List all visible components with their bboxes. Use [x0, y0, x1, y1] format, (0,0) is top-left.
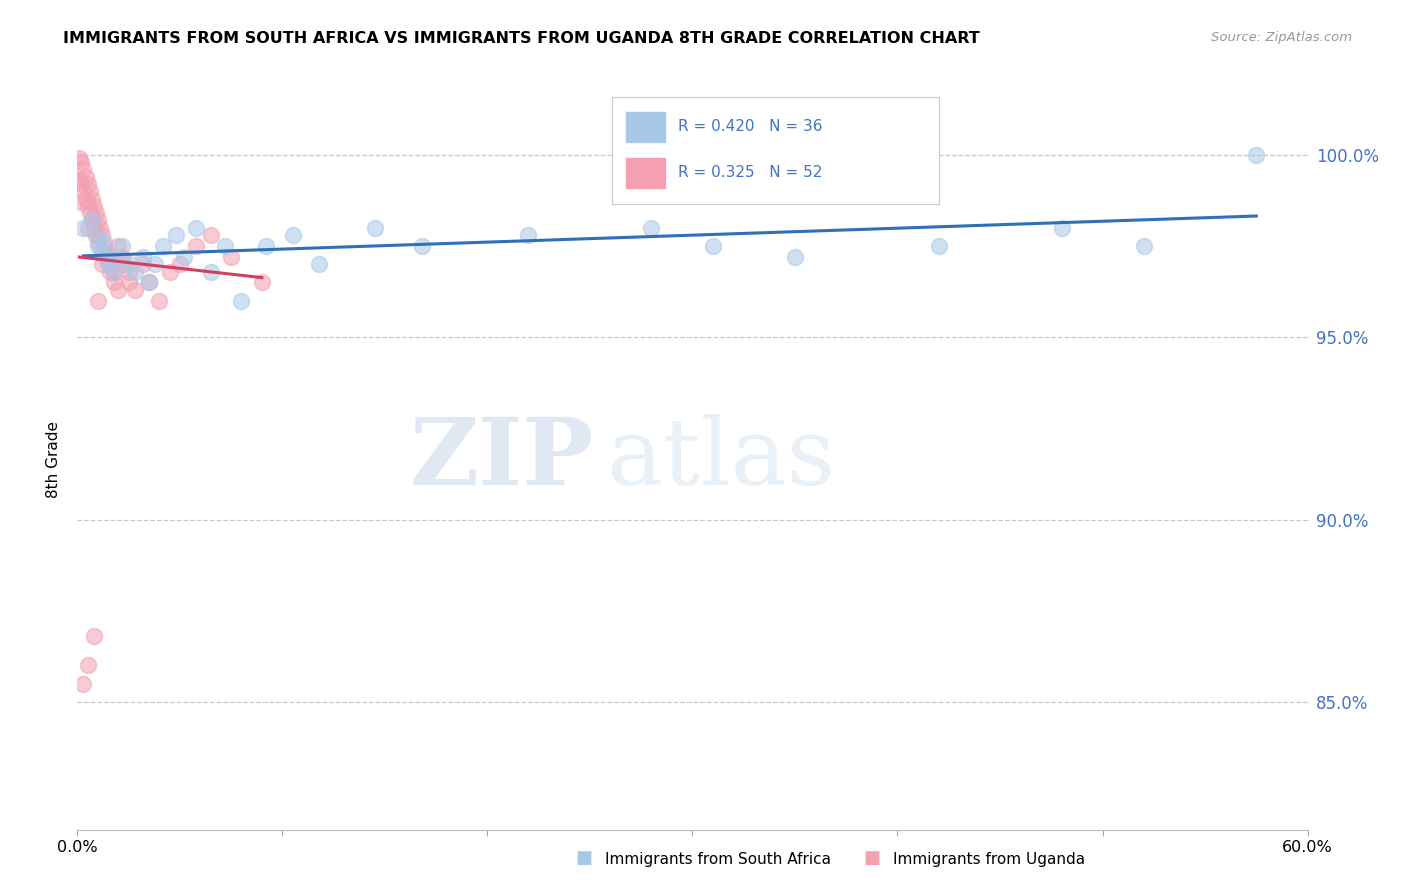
Point — [97, 253, 120, 268]
Point — [80, 192, 103, 206]
Point — [103, 264, 125, 278]
Point — [363, 220, 385, 235]
Point — [76, 199, 98, 213]
Text: Source: ZipAtlas.com: Source: ZipAtlas.com — [1212, 31, 1353, 45]
Point — [640, 220, 662, 235]
Point — [97, 257, 120, 271]
Point — [517, 228, 540, 243]
Point — [124, 264, 146, 278]
Point — [79, 206, 101, 220]
Point — [75, 169, 97, 184]
Point — [67, 173, 90, 187]
Point — [214, 239, 236, 253]
Point — [159, 264, 181, 278]
Point — [111, 257, 134, 271]
Point — [173, 250, 195, 264]
Point — [87, 213, 110, 227]
Text: Immigrants from South Africa: Immigrants from South Africa — [605, 852, 831, 867]
Point — [75, 192, 97, 206]
Point — [200, 228, 222, 243]
Point — [90, 257, 114, 271]
Point — [254, 239, 277, 253]
Point — [98, 264, 121, 278]
Point — [165, 228, 187, 243]
Point — [89, 220, 111, 235]
Point — [928, 239, 950, 253]
Point — [87, 239, 110, 253]
Point — [117, 257, 139, 271]
Text: ■: ■ — [575, 849, 592, 867]
Point — [111, 250, 134, 264]
Point — [80, 213, 103, 227]
Point — [1246, 148, 1268, 162]
Point — [83, 199, 105, 213]
Point — [83, 220, 105, 235]
Point — [67, 152, 90, 166]
Point — [76, 177, 98, 191]
Text: IMMIGRANTS FROM SOUTH AFRICA VS IMMIGRANTS FROM UGANDA 8TH GRADE CORRELATION CHA: IMMIGRANTS FROM SOUTH AFRICA VS IMMIGRAN… — [63, 31, 980, 46]
Point — [70, 177, 93, 191]
Point — [70, 195, 93, 210]
Point — [111, 239, 134, 253]
Point — [148, 293, 170, 308]
Text: atlas: atlas — [606, 415, 835, 504]
Point — [93, 235, 115, 250]
Point — [72, 220, 94, 235]
Point — [143, 257, 166, 271]
Point — [200, 264, 222, 278]
Point — [132, 250, 155, 264]
Point — [783, 250, 806, 264]
Point — [250, 276, 273, 290]
Point — [87, 235, 110, 250]
Text: ■: ■ — [863, 849, 880, 867]
Point — [83, 629, 105, 643]
Point — [702, 239, 724, 253]
Point — [107, 283, 129, 297]
Point — [93, 239, 115, 253]
Point — [231, 293, 253, 308]
Point — [70, 155, 93, 169]
Point — [90, 228, 114, 243]
Text: Immigrants from Uganda: Immigrants from Uganda — [893, 852, 1085, 867]
Point — [90, 246, 114, 260]
Point — [97, 250, 120, 264]
Point — [79, 184, 101, 198]
Point — [281, 228, 304, 243]
Text: ZIP: ZIP — [409, 415, 595, 504]
Point — [84, 228, 107, 243]
Y-axis label: 8th Grade: 8th Grade — [46, 421, 62, 498]
Point — [124, 283, 146, 297]
Point — [84, 206, 107, 220]
Point — [117, 276, 139, 290]
Point — [103, 276, 125, 290]
Point — [169, 257, 191, 271]
Point — [84, 228, 107, 243]
Point — [72, 184, 94, 198]
Point — [87, 293, 110, 308]
Point — [80, 213, 103, 227]
Point — [94, 246, 117, 260]
Point — [103, 264, 125, 278]
Point — [107, 250, 129, 264]
Point — [98, 250, 121, 264]
Point — [138, 276, 160, 290]
Point — [152, 239, 174, 253]
Point — [411, 239, 433, 253]
Point — [72, 676, 94, 690]
Point — [132, 257, 155, 271]
Point — [138, 276, 160, 290]
Point — [186, 220, 208, 235]
Point — [117, 264, 139, 278]
Point — [1132, 239, 1154, 253]
Point — [308, 257, 330, 271]
Point — [76, 658, 98, 673]
Point — [186, 239, 208, 253]
Point — [1050, 220, 1073, 235]
Point — [76, 220, 98, 235]
Point — [107, 239, 129, 253]
Point — [72, 162, 94, 177]
Point — [219, 250, 242, 264]
